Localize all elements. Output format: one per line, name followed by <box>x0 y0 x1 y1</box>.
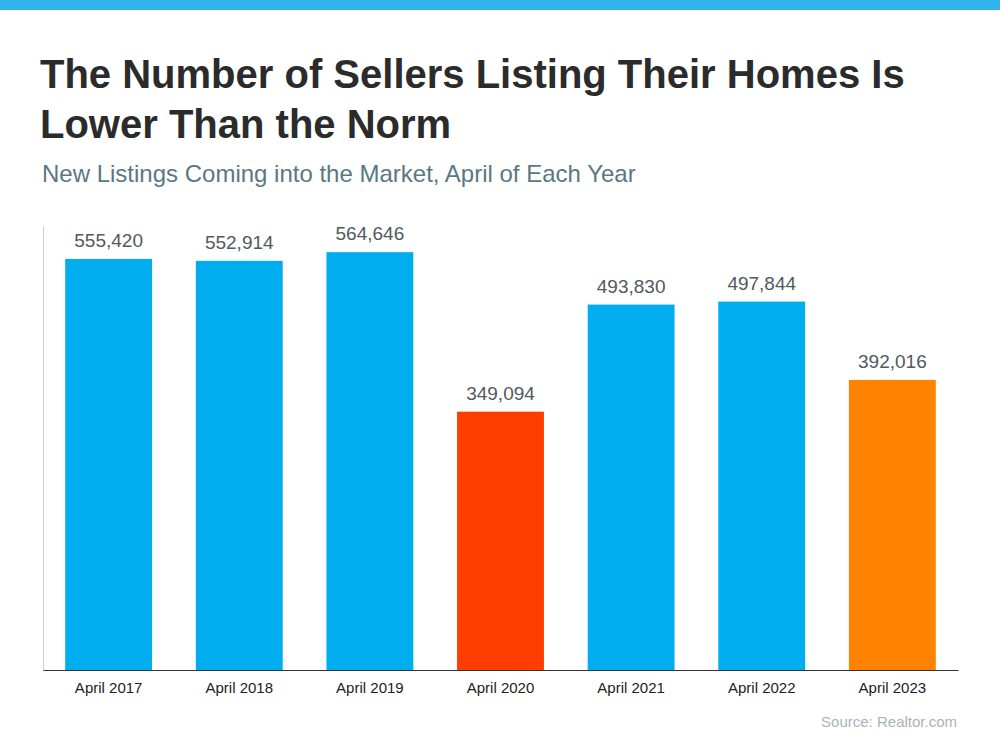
x-tick: April 2023 <box>859 670 927 696</box>
top-stripe <box>0 0 1000 10</box>
x-tick: April 2021 <box>597 670 665 696</box>
x-tick-label: April 2019 <box>336 679 404 696</box>
x-axis: April 2017 April 2018 April 2019 April 2020… <box>44 670 959 696</box>
x-tick-label: April 2022 <box>728 679 796 696</box>
x-tick-label: April 2020 <box>467 679 535 696</box>
bar <box>457 412 544 670</box>
x-tick-label: April 2017 <box>75 679 143 696</box>
bar <box>588 305 675 670</box>
bar <box>326 252 413 670</box>
data-label: 564,646 <box>336 223 405 244</box>
x-tick-label: April 2023 <box>859 679 927 696</box>
bar <box>718 302 805 670</box>
y-axis-line <box>43 227 44 671</box>
x-tick: April 2017 <box>75 670 143 696</box>
bar <box>849 380 936 670</box>
x-tick-label: April 2021 <box>597 679 665 696</box>
x-tick: April 2022 <box>728 670 796 696</box>
chart: The Number of Sellers Listing Their Home… <box>0 0 1000 750</box>
x-tick-label: April 2018 <box>205 679 273 696</box>
title: The Number of Sellers Listing Their Home… <box>40 52 916 146</box>
x-tick: April 2020 <box>467 670 535 696</box>
bar <box>65 259 152 670</box>
data-label: 497,844 <box>727 273 796 294</box>
bars <box>65 252 936 670</box>
source: Source: Realtor.com <box>821 713 957 730</box>
data-label: 552,914 <box>205 232 274 253</box>
y-axis <box>43 227 44 671</box>
data-label: 555,420 <box>74 230 143 251</box>
data-labels: 555,420 552,914 564,646 349,094 493,830 497,8… <box>74 223 926 404</box>
bar <box>196 261 283 670</box>
x-tick: April 2019 <box>336 670 404 696</box>
x-tick: April 2018 <box>205 670 273 696</box>
data-label: 392,016 <box>858 351 927 372</box>
subtitle: New Listings Coming into the Market, Apr… <box>42 160 636 187</box>
data-label: 349,094 <box>466 383 535 404</box>
data-label: 493,830 <box>597 276 666 297</box>
x-axis-line <box>44 670 959 671</box>
